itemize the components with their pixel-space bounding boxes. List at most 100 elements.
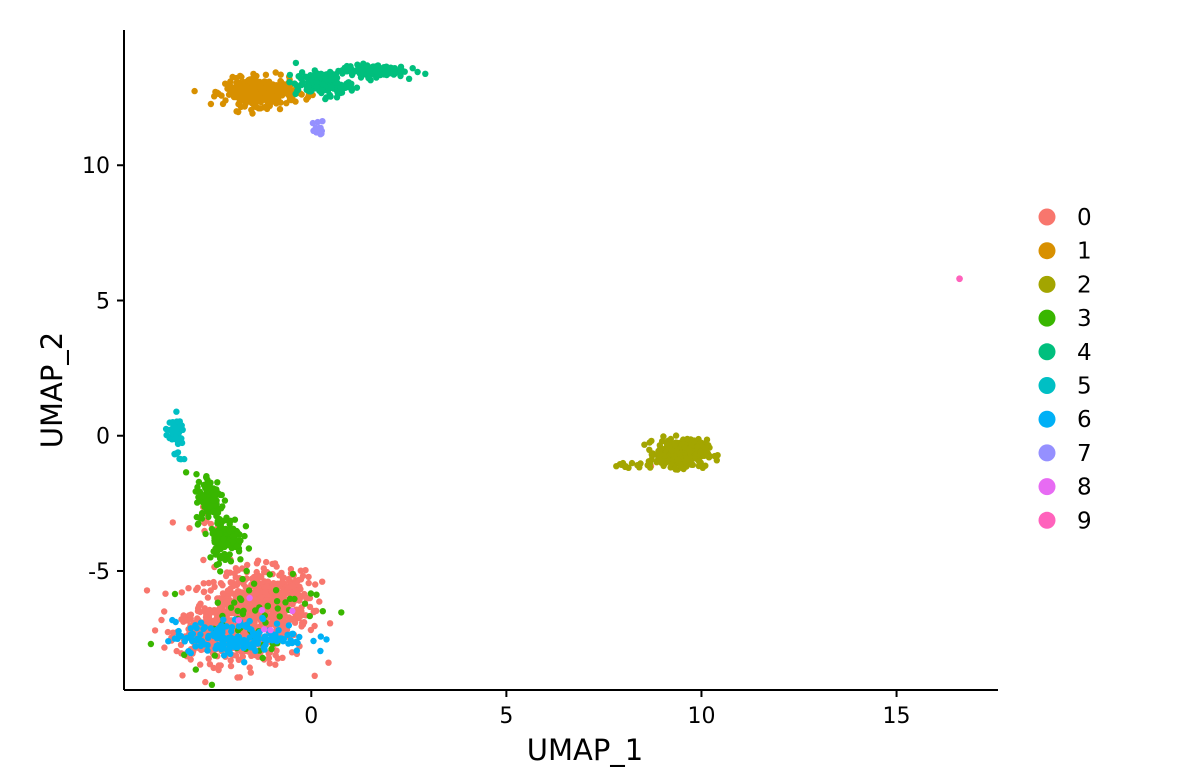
scatter-point-cluster-0 xyxy=(262,597,270,604)
scatter-point-cluster-0 xyxy=(263,558,270,566)
scatter-point-cluster-4 xyxy=(298,81,305,88)
scatter-point-cluster-6 xyxy=(220,641,227,649)
scatter-point-cluster-3 xyxy=(210,508,217,516)
scatter-point-cluster-3 xyxy=(231,599,238,606)
scatter-point-cluster-3 xyxy=(217,568,224,575)
scatter-point-cluster-0 xyxy=(217,662,224,669)
scatter-point-cluster-6 xyxy=(235,623,243,630)
scatter-point-cluster-0 xyxy=(186,525,193,532)
scatter-point-cluster-6 xyxy=(215,624,223,632)
scatter-point-cluster-2 xyxy=(628,459,636,467)
scatter-point-cluster-6 xyxy=(289,630,297,637)
legend-swatch-8 xyxy=(1038,478,1056,496)
scatter-point-cluster-0 xyxy=(316,598,323,605)
scatter-point-cluster-5 xyxy=(162,425,170,433)
scatter-point-cluster-3 xyxy=(225,526,233,534)
scatter-point-cluster-6 xyxy=(225,648,232,655)
scatter-point-cluster-6 xyxy=(232,636,240,643)
scatter-point-cluster-0 xyxy=(305,579,312,587)
scatter-point-cluster-1 xyxy=(271,87,278,94)
scatter-point-cluster-0 xyxy=(301,590,308,598)
scatter-point-cluster-6 xyxy=(187,625,194,632)
scatter-point-cluster-0 xyxy=(247,669,254,676)
scatter-point-cluster-6 xyxy=(192,636,200,644)
scatter-point-cluster-6 xyxy=(260,644,267,652)
scatter-point-cluster-5 xyxy=(178,439,186,447)
scatter-point-cluster-1 xyxy=(283,85,290,93)
scatter-point-cluster-3 xyxy=(225,541,232,549)
scatter-point-cluster-0 xyxy=(205,579,212,587)
scatter-point-cluster-1 xyxy=(233,90,241,98)
scatter-point-cluster-0 xyxy=(187,611,195,618)
scatter-point-cluster-3 xyxy=(196,488,204,495)
scatter-point-cluster-3 xyxy=(313,591,320,598)
legend-label-6: 6 xyxy=(1077,407,1092,433)
scatter-point-cluster-2 xyxy=(648,451,655,458)
scatter-point-cluster-2 xyxy=(688,461,695,468)
scatter-point-cluster-3 xyxy=(171,590,179,598)
scatter-point-cluster-3 xyxy=(319,608,326,615)
scatter-point-cluster-2 xyxy=(694,443,701,450)
scatter-point-cluster-4 xyxy=(328,84,335,92)
scatter-point-cluster-3 xyxy=(197,514,204,522)
legend-label-9: 9 xyxy=(1077,508,1092,534)
legend: 0 1 2 3 4 5 6 7 8 9 xyxy=(1038,205,1092,534)
scatter-point-cluster-0 xyxy=(173,647,180,655)
scatter-point-cluster-6 xyxy=(210,632,218,640)
legend-label-2: 2 xyxy=(1077,272,1092,298)
scatter-point-cluster-3 xyxy=(245,545,253,552)
scatter-point-cluster-6 xyxy=(278,635,285,642)
scatter-point-cluster-4 xyxy=(389,65,397,72)
scatter-point-cluster-4 xyxy=(353,84,361,91)
scatter-point-cluster-2 xyxy=(636,464,643,471)
scatter-point-cluster-0 xyxy=(253,589,260,597)
legend-label-3: 3 xyxy=(1077,306,1092,332)
scatter-point-cluster-3 xyxy=(227,604,235,611)
scatter-point-cluster-6 xyxy=(293,647,300,654)
scatter-point-cluster-0 xyxy=(185,585,192,592)
x-tick-label: 5 xyxy=(499,704,513,729)
scatter-point-cluster-0 xyxy=(302,567,309,574)
scatter-point-cluster-6 xyxy=(317,633,324,640)
scatter-point-cluster-4 xyxy=(322,95,329,103)
scatter-point-cluster-0 xyxy=(197,661,204,668)
scatter-point-cluster-0 xyxy=(254,597,262,605)
legend-swatch-3 xyxy=(1038,309,1056,327)
x-axis-title: UMAP_1 xyxy=(527,733,644,767)
scatter-point-cluster-2 xyxy=(668,447,676,454)
scatter-point-cluster-6 xyxy=(219,629,226,636)
scatter-point-cluster-5 xyxy=(171,435,179,443)
scatter-point-cluster-0 xyxy=(295,613,303,621)
scatter-point-cluster-3 xyxy=(338,609,345,616)
scatter-point-cluster-6 xyxy=(285,622,293,629)
scatter-point-cluster-1 xyxy=(292,98,299,105)
scatter-point-cluster-2 xyxy=(641,441,648,448)
scatter-point-cluster-3 xyxy=(193,471,200,478)
scatter-point-cluster-3 xyxy=(264,603,271,610)
scatter-point-cluster-0 xyxy=(194,584,201,591)
scatter-point-cluster-0 xyxy=(299,619,306,627)
scatter-point-cluster-3 xyxy=(268,645,275,653)
scatter-point-cluster-3 xyxy=(218,540,226,548)
scatter-point-cluster-3 xyxy=(220,535,227,543)
scatter-point-cluster-3 xyxy=(301,600,309,607)
scatter-point-cluster-3 xyxy=(289,570,297,578)
scatter-point-cluster-6 xyxy=(204,647,211,654)
scatter-point-cluster-1 xyxy=(251,103,258,110)
scatter-point-cluster-2 xyxy=(646,446,653,453)
scatter-point-cluster-0 xyxy=(178,589,185,596)
scatter-point-cluster-0 xyxy=(162,590,169,597)
scatter-point-cluster-7 xyxy=(310,127,317,134)
scatter-point-cluster-7 xyxy=(317,131,324,138)
scatter-point-cluster-0 xyxy=(195,602,203,609)
scatter-point-cluster-2 xyxy=(684,435,691,443)
scatter-point-cluster-3 xyxy=(242,523,250,530)
scatter-point-cluster-1 xyxy=(266,89,273,96)
scatter-point-cluster-0 xyxy=(289,582,296,590)
scatter-point-cluster-3 xyxy=(229,533,237,540)
scatter-point-cluster-0 xyxy=(286,616,293,623)
scatter-point-cluster-0 xyxy=(227,579,234,586)
y-tick-label: 0 xyxy=(96,425,110,450)
legend-swatch-2 xyxy=(1038,275,1056,293)
